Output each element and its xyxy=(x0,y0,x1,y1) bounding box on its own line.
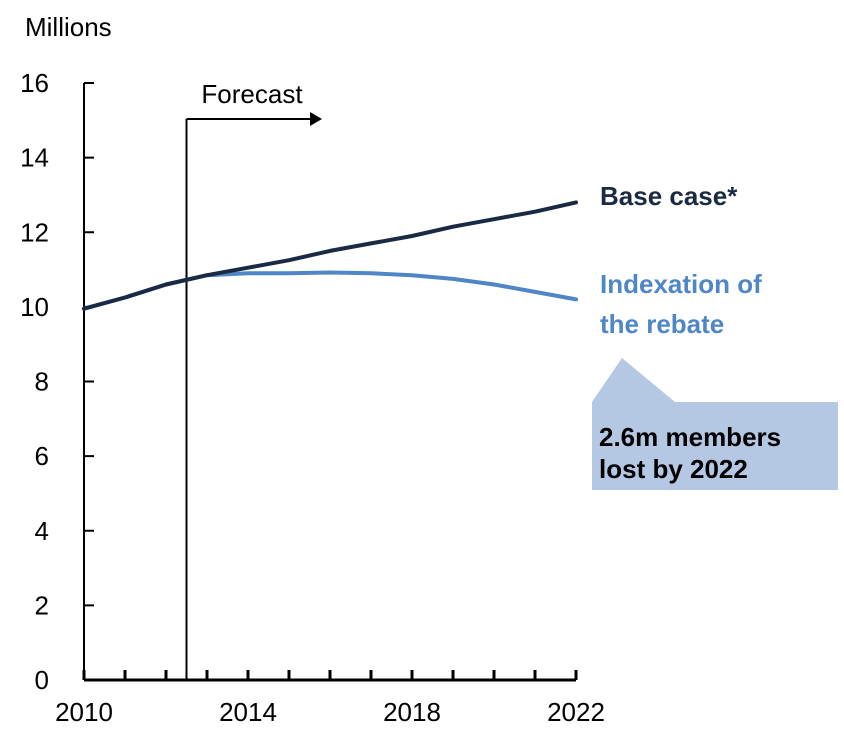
series-labels: Base case* Indexation of the rebate xyxy=(600,181,762,339)
series-label-base-case: Base case* xyxy=(600,181,738,211)
callout-box xyxy=(592,402,838,490)
series-label-indexation-line1: Indexation of xyxy=(600,269,762,299)
y-tick-label: 16 xyxy=(20,68,49,98)
callout-text-line: lost by 2022 xyxy=(599,454,748,484)
y-tick-label: 2 xyxy=(35,590,49,620)
callout-text-line: 2.6m members xyxy=(599,422,781,452)
series-lines xyxy=(82,200,578,311)
y-axis: 0 2 4 6 8 10 12 14 16 xyxy=(20,68,94,695)
callout-pointer xyxy=(592,358,675,402)
forecast-label: Forecast xyxy=(201,79,303,109)
x-tick-label: 2022 xyxy=(547,697,605,727)
y-tick-label: 4 xyxy=(35,516,49,546)
x-tick-label: 2018 xyxy=(383,697,441,727)
series-label-indexation-line2: the rebate xyxy=(600,309,724,339)
y-tick-label: 10 xyxy=(20,292,49,322)
x-tick-label: 2010 xyxy=(55,697,113,727)
y-tick-label: 12 xyxy=(20,217,49,247)
y-tick-label: 0 xyxy=(35,665,49,695)
x-axis: 2010 2014 2018 2022 xyxy=(55,670,605,727)
forecast-arrow-head xyxy=(310,112,322,126)
forecast-marker: Forecast xyxy=(185,79,322,680)
y-tick-label: 14 xyxy=(20,143,49,173)
y-tick-label: 8 xyxy=(35,367,49,397)
series-line-indexation xyxy=(82,270,578,311)
y-tick-label: 6 xyxy=(35,441,49,471)
y-unit-label: Millions xyxy=(25,12,112,42)
x-tick-label: 2014 xyxy=(219,697,277,727)
series-line-base-case xyxy=(82,200,578,311)
